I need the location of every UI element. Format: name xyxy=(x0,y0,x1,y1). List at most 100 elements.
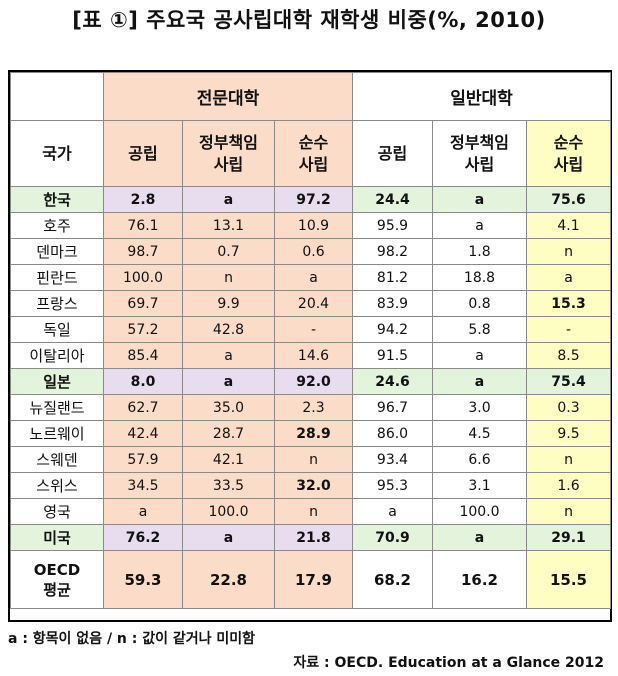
value-cell: 85.4 xyxy=(103,342,183,369)
value-cell: a xyxy=(182,186,275,213)
country-cell: 이탈리아 xyxy=(10,342,104,369)
value-cell: a xyxy=(526,264,611,291)
header-line: 정부책임 xyxy=(199,132,258,152)
group-header-university: 일반대학 xyxy=(352,72,611,121)
table-row: 이탈리아 85.4 a 14.6 91.5 a 8.5 xyxy=(10,342,611,369)
table-row: 호주 76.1 13.1 10.9 95.9 a 4.1 xyxy=(10,212,611,239)
value-cell: a xyxy=(182,524,275,551)
source-note: 자료 : OECD. Education at a Glance 2012 xyxy=(293,655,604,671)
value-cell: 76.1 xyxy=(103,212,183,239)
value-cell: 68.2 xyxy=(352,550,433,609)
value-cell: 98.2 xyxy=(352,238,433,265)
table-row: 한국 2.8 a 97.2 24.4 a 75.6 xyxy=(10,186,611,213)
value-cell: 97.2 xyxy=(274,186,353,213)
value-cell: a xyxy=(352,498,433,525)
table-row: 노르웨이 42.4 28.7 28.9 86.0 4.5 9.5 xyxy=(10,420,611,447)
value-cell: 4.5 xyxy=(432,420,527,447)
value-cell: 28.7 xyxy=(182,420,275,447)
value-cell: 10.9 xyxy=(274,212,353,239)
value-cell: 96.7 xyxy=(352,394,433,421)
country-cell: 호주 xyxy=(10,212,104,239)
group-header-row: 전문대학 일반대학 xyxy=(10,72,611,121)
country-cell: 프랑스 xyxy=(10,290,104,317)
value-cell: 62.7 xyxy=(103,394,183,421)
value-cell: 18.8 xyxy=(432,264,527,291)
country-cell: 한국 xyxy=(10,186,104,213)
value-cell: a xyxy=(274,264,353,291)
value-cell: 15.3 xyxy=(526,290,611,317)
value-cell: a xyxy=(103,498,183,525)
value-cell: 24.4 xyxy=(352,186,433,213)
value-cell: 9.9 xyxy=(182,290,275,317)
country-cell: 핀란드 xyxy=(10,264,104,291)
column-header-independent-private: 순수 사립 xyxy=(274,120,353,187)
table-row: 핀란드 100.0 n a 81.2 18.8 a xyxy=(10,264,611,291)
column-header-gov-private: 정부책임 사립 xyxy=(432,120,527,187)
value-cell: 4.1 xyxy=(526,212,611,239)
value-cell: 100.0 xyxy=(103,264,183,291)
value-cell: - xyxy=(274,316,353,343)
enrollment-table: 전문대학 일반대학 국가 공립 정부책임 사립 순수 사립 공립 정부책임 사립 순수… xyxy=(10,72,611,609)
column-header-country: 국가 xyxy=(10,120,104,187)
value-cell: 42.4 xyxy=(103,420,183,447)
table-row: 스위스 34.5 33.5 32.0 95.3 3.1 1.6 xyxy=(10,472,611,499)
value-cell: 6.6 xyxy=(432,446,527,473)
value-cell: 83.9 xyxy=(352,290,433,317)
value-cell: 93.4 xyxy=(352,446,433,473)
header-line: 사립 xyxy=(298,154,329,174)
header-line: 정부책임 xyxy=(450,132,509,152)
country-cell: 스웨덴 xyxy=(10,446,104,473)
value-cell: 76.2 xyxy=(103,524,183,551)
value-cell: 100.0 xyxy=(182,498,275,525)
value-cell: 20.4 xyxy=(274,290,353,317)
value-cell: - xyxy=(526,316,611,343)
value-cell: 22.8 xyxy=(182,550,275,609)
country-cell: 노르웨이 xyxy=(10,420,104,447)
header-line: 사립 xyxy=(553,154,584,174)
column-header-public: 공립 xyxy=(103,120,183,187)
country-cell: 일본 xyxy=(10,368,104,395)
value-cell: 8.0 xyxy=(103,368,183,395)
table-row: 독일 57.2 42.8-94.2 5.8- xyxy=(10,316,611,343)
country-cell: OECD 평균 xyxy=(10,550,104,609)
header-line: 사립 xyxy=(213,154,244,174)
value-cell: a xyxy=(432,342,527,369)
value-cell: n xyxy=(274,498,353,525)
value-cell: 57.9 xyxy=(103,446,183,473)
country-cell: 미국 xyxy=(10,524,104,551)
value-cell: 70.9 xyxy=(352,524,433,551)
country-cell: 덴마크 xyxy=(10,238,104,265)
group-header-junior-college: 전문대학 xyxy=(103,72,353,121)
column-header-public: 공립 xyxy=(352,120,433,187)
value-cell: 29.1 xyxy=(526,524,611,551)
value-cell: 1.8 xyxy=(432,238,527,265)
value-cell: 2.3 xyxy=(274,394,353,421)
country-cell: 독일 xyxy=(10,316,104,343)
value-cell: 8.5 xyxy=(526,342,611,369)
value-cell: 13.1 xyxy=(182,212,275,239)
value-cell: 0.8 xyxy=(432,290,527,317)
value-cell: 33.5 xyxy=(182,472,275,499)
value-cell: 15.5 xyxy=(526,550,611,609)
value-cell: a xyxy=(432,524,527,551)
value-cell: a xyxy=(182,342,275,369)
table-frame xyxy=(8,70,612,622)
value-cell: 69.7 xyxy=(103,290,183,317)
value-cell: 35.0 xyxy=(182,394,275,421)
header-line: 사립 xyxy=(464,154,495,174)
value-cell: 81.2 xyxy=(352,264,433,291)
value-cell: a xyxy=(432,368,527,395)
value-cell: n xyxy=(182,264,275,291)
value-cell: 95.9 xyxy=(352,212,433,239)
value-cell: 86.0 xyxy=(352,420,433,447)
country-line: 평균 xyxy=(43,580,71,599)
value-cell: n xyxy=(526,498,611,525)
header-line: 순수 xyxy=(553,132,584,152)
value-cell: 0.7 xyxy=(182,238,275,265)
column-header-gov-private: 정부책임 사립 xyxy=(182,120,275,187)
value-cell: a xyxy=(182,368,275,395)
country-cell: 스위스 xyxy=(10,472,104,499)
header-line: 순수 xyxy=(298,132,329,152)
value-cell: 42.1 xyxy=(182,446,275,473)
value-cell: n xyxy=(274,446,353,473)
